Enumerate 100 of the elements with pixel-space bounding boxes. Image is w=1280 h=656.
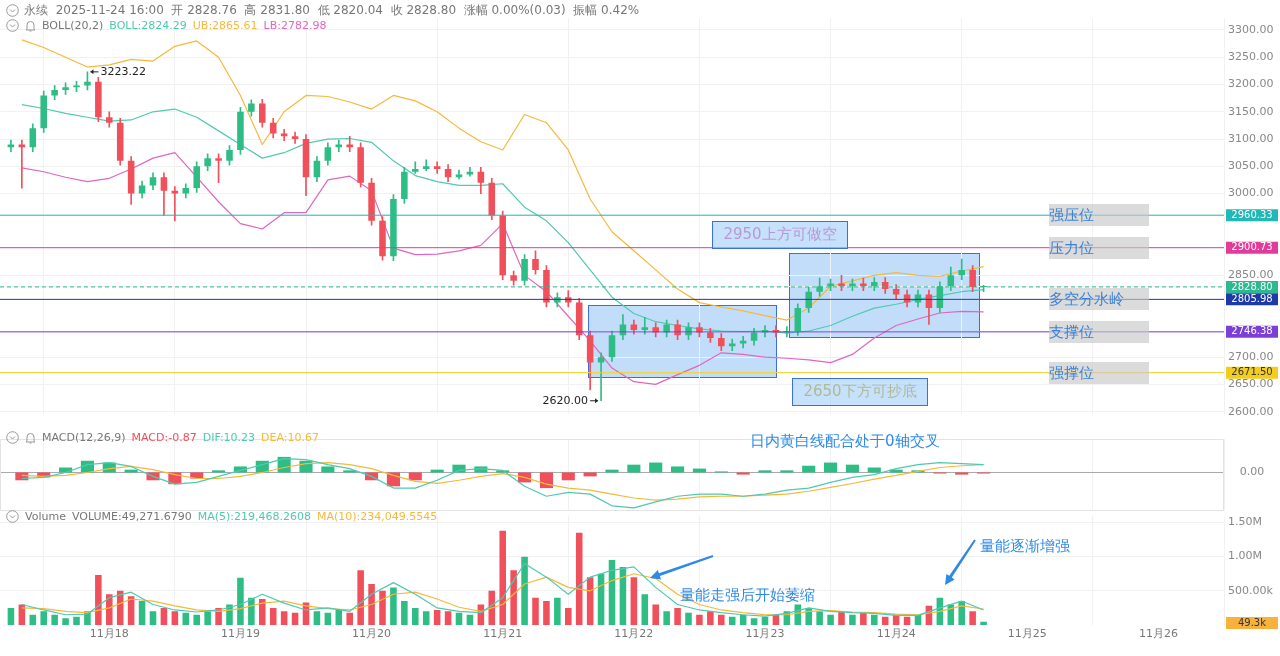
bar: [204, 611, 211, 625]
annotation: 2950上方可做空: [723, 224, 837, 243]
bar: [237, 577, 244, 625]
ref-line-label: 多空分水岭: [1048, 289, 1124, 311]
bar: [280, 611, 288, 625]
y-tick-label: 2828.80: [1231, 280, 1273, 292]
x-tick-label: 11月19: [220, 627, 260, 641]
y-tick-label: 2650.00: [1228, 377, 1274, 391]
y-tick-label: 2746.38: [1231, 325, 1273, 337]
bar: [663, 611, 670, 625]
x-tick-label: 11月24: [876, 627, 916, 641]
y-tick-label: 3100.00: [1228, 131, 1274, 145]
x-tick-label: 11月23: [745, 627, 785, 641]
bar: [62, 618, 69, 625]
annotation: 量能逐渐增强: [980, 536, 1070, 555]
bar: [980, 621, 987, 625]
bar: [313, 611, 321, 625]
bar: [138, 601, 146, 625]
x-tick-label: 11月18: [89, 627, 129, 641]
text: 49.3k: [1237, 616, 1267, 628]
x-tick-label: 11月21: [483, 627, 523, 641]
x-tick-label: 11月26: [1138, 627, 1178, 641]
bar: [248, 597, 255, 625]
bar: [532, 597, 539, 625]
bar: [671, 466, 685, 473]
bar: [357, 570, 364, 625]
bar: [561, 472, 575, 481]
bar: [106, 594, 113, 625]
ref-line-label: 强撑位: [1048, 362, 1094, 384]
bar: [510, 570, 517, 625]
y-tick-label: 2850.00: [1228, 268, 1274, 282]
bar: [321, 466, 335, 473]
bar: [685, 612, 692, 625]
bar: [29, 614, 37, 625]
bar: [736, 472, 750, 475]
text: BOLL:2824.29: [109, 19, 187, 32]
legend-title: MACD(12,26,9): [42, 431, 126, 444]
bar: [499, 530, 506, 625]
bar: [444, 611, 452, 625]
bar: [422, 611, 430, 625]
text: MACD:-0.87: [131, 431, 197, 444]
bar: [379, 590, 386, 625]
bar: [412, 607, 419, 625]
series-label: DEA:10.67: [261, 431, 320, 444]
text: MA(5):219,468.2608: [197, 510, 311, 523]
ref-line-label: 强压位: [1048, 205, 1094, 227]
bar: [827, 614, 834, 625]
bar: [707, 611, 714, 625]
y-tick-label: 2900.73: [1231, 241, 1273, 253]
bar: [171, 611, 179, 625]
y-tick-label: 3250.00: [1228, 50, 1274, 64]
bar: [750, 618, 758, 625]
bar: [955, 472, 969, 475]
bar: [408, 472, 422, 481]
y-tick-label: 500.00k: [1228, 583, 1274, 597]
ref-line-label: 支撑位: [1048, 321, 1094, 343]
bar: [390, 587, 397, 625]
series-label: UB:2865.61: [192, 19, 258, 32]
y-tick-label: 2600.00: [1228, 404, 1274, 418]
bar: [630, 577, 638, 625]
y-tick-label: 3000.00: [1228, 186, 1274, 200]
bar: [193, 614, 200, 625]
text: LB:2782.98: [263, 19, 327, 32]
bar: [543, 601, 550, 625]
bar: [583, 472, 597, 477]
y-tick-label: 2805.98: [1231, 292, 1273, 304]
bar: [849, 614, 856, 625]
legend-title: BOLL(20,2): [42, 19, 104, 32]
x-tick-label: 11月25: [1007, 627, 1047, 641]
bar: [212, 470, 226, 473]
x-tick-label: 11月22: [614, 627, 654, 641]
legend-title: Volume: [25, 510, 66, 523]
bar: [368, 583, 375, 625]
annotation: 量能走强后开始萎缩: [680, 585, 815, 604]
y-tick-label: 3050.00: [1228, 159, 1274, 173]
bar: [554, 597, 561, 625]
bar: [780, 470, 794, 473]
bar: [466, 614, 474, 625]
bar: [860, 612, 867, 625]
bar: [40, 611, 47, 625]
bar: [401, 601, 408, 625]
x-tick-label: 11月20: [352, 627, 392, 641]
bar: [269, 607, 277, 625]
bar: [565, 607, 572, 625]
y-tick-label: 3200.00: [1228, 77, 1274, 91]
y-tick-label: 1.00M: [1228, 549, 1262, 563]
text: MA(10):234,049.5545: [316, 510, 438, 523]
bar: [149, 611, 157, 625]
bar: [871, 614, 878, 625]
text: 日内黄白线配合处于0轴交叉: [750, 431, 940, 450]
text: 0.00: [1239, 465, 1265, 479]
y-tick-label: 1.50M: [1228, 515, 1262, 529]
series-label: DIF:10.23: [202, 431, 256, 444]
bar: [73, 616, 80, 625]
bar: [969, 611, 976, 625]
bar: [641, 594, 649, 625]
text: VOLUME:49,271.6790: [71, 510, 192, 523]
bar: [95, 575, 102, 625]
bar: [652, 604, 659, 625]
y-tick-label: 2671.50: [1231, 366, 1273, 378]
